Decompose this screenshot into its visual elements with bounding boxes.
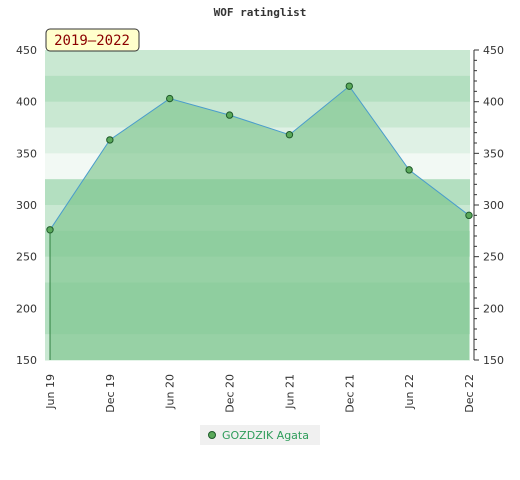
x-tick-label: Dec 21 xyxy=(343,374,356,413)
data-point xyxy=(465,211,473,220)
background-band xyxy=(45,75,470,103)
y-tick-label-right: 300 xyxy=(483,199,504,212)
data-point xyxy=(166,94,174,103)
y-tick-label-right: 350 xyxy=(483,147,504,160)
y-tick-label-right: 400 xyxy=(483,96,504,109)
y-tick-label-right: 450 xyxy=(483,44,504,57)
legend: GOZDZIK Agata xyxy=(200,425,320,445)
legend-marker xyxy=(208,431,216,439)
data-point xyxy=(225,111,234,119)
y-tick-label-left: 400 xyxy=(16,96,37,109)
background-band xyxy=(45,101,470,128)
y-tick-label-right: 150 xyxy=(483,354,504,367)
x-tick-label: Dec 22 xyxy=(463,374,476,413)
legend-label: GOZDZIK Agata xyxy=(222,428,309,442)
y-tick-label-left: 450 xyxy=(16,44,37,57)
data-point xyxy=(46,226,54,234)
period-label: 2019–2022 xyxy=(54,33,130,49)
data-point xyxy=(405,166,413,174)
x-tick-label: Jun 21 xyxy=(283,374,296,410)
y-tick-label-left: 250 xyxy=(16,251,37,264)
y-tick-label-left: 350 xyxy=(16,147,37,160)
area-fill xyxy=(50,86,469,361)
period-badge: 2019–2022 xyxy=(45,28,140,52)
data-point xyxy=(345,82,353,90)
series-line xyxy=(49,85,470,231)
y-tick-label-right: 200 xyxy=(483,302,504,315)
chart-title: WOF ratinglist xyxy=(213,6,307,19)
y-tick-label-left: 200 xyxy=(16,302,37,315)
data-point xyxy=(285,131,294,139)
x-tick-label: Jun 19 xyxy=(44,374,57,410)
x-tick-label: Dec 20 xyxy=(224,374,237,413)
y-tick-label-right: 250 xyxy=(483,251,504,264)
x-tick-label: Jun 20 xyxy=(164,374,177,410)
data-point xyxy=(106,136,114,144)
y-tick-label-left: 300 xyxy=(16,199,37,212)
background-band xyxy=(45,50,470,77)
x-tick-label: Dec 19 xyxy=(104,374,117,413)
x-tick-label: Jun 22 xyxy=(403,374,416,410)
y-tick-label-left: 150 xyxy=(16,354,37,367)
